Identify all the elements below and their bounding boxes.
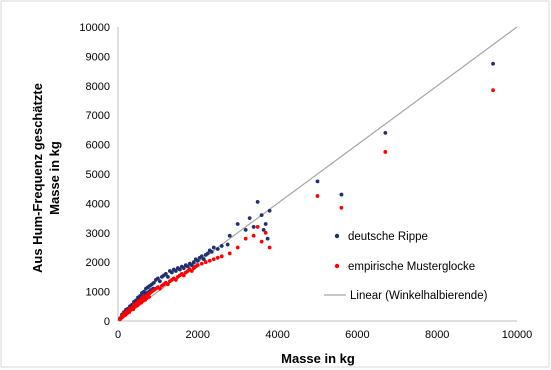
- data-point-empirische-musterglocke: [259, 239, 264, 244]
- data-point-empirische-musterglocke: [383, 150, 388, 154]
- data-point-deutsche-rippe: [259, 213, 264, 218]
- data-point-deutsche-rippe: [163, 272, 168, 276]
- data-point-deutsche-rippe: [177, 267, 182, 272]
- data-point-deutsche-rippe: [227, 233, 232, 238]
- data-point-deutsche-rippe: [225, 242, 230, 247]
- data-point-empirische-musterglocke: [267, 245, 272, 250]
- data-point-empirische-musterglocke: [203, 260, 208, 265]
- data-point-deutsche-rippe: [383, 130, 388, 135]
- data-point-empirische-musterglocke: [157, 286, 162, 291]
- data-point-empirische-musterglocke: [189, 269, 194, 273]
- data-point-empirische-musterglocke: [227, 251, 232, 256]
- data-point-deutsche-rippe: [219, 244, 224, 248]
- legend-label-deutsche-rippe: deutsche Rippe: [348, 231, 428, 243]
- y-tick-label: 7000: [86, 110, 110, 122]
- y-tick-label: 3000: [86, 228, 110, 240]
- data-point-empirische-musterglocke: [263, 230, 268, 235]
- data-point-deutsche-rippe: [263, 222, 268, 226]
- y-tick-label: 5000: [86, 169, 110, 181]
- x-tick-label: 8000: [425, 329, 449, 341]
- data-point-deutsche-rippe: [251, 225, 256, 229]
- data-point-deutsche-rippe: [152, 280, 156, 285]
- axes: [117, 27, 517, 322]
- y-tick-label: 0: [104, 316, 110, 328]
- data-point-empirische-musterglocke: [235, 245, 240, 250]
- data-point-empirische-musterglocke: [243, 236, 248, 241]
- data-point-deutsche-rippe: [211, 245, 216, 250]
- data-point-empirische-musterglocke: [215, 255, 220, 260]
- data-point-deutsche-rippe: [205, 251, 210, 256]
- y-tick-label: 8000: [86, 81, 110, 93]
- data-point-deutsche-rippe: [215, 247, 220, 251]
- data-point-deutsche-rippe: [491, 61, 495, 66]
- y-tick-label: 9000: [86, 51, 110, 63]
- legend-label-linear: Linear (Winkelhalbierende): [350, 290, 488, 302]
- data-point-deutsche-rippe: [255, 200, 260, 204]
- data-point-deutsche-rippe: [195, 258, 200, 263]
- data-point-deutsche-rippe: [201, 257, 206, 262]
- y-axis-title-line-2: Masse in kg: [47, 141, 62, 215]
- legend-marker-deutsche-rippe: [334, 233, 340, 239]
- x-tick-label: 2000: [186, 329, 210, 341]
- data-point-deutsche-rippe: [191, 260, 196, 265]
- y-tick-label: 4000: [86, 198, 110, 210]
- data-point-deutsche-rippe: [265, 236, 270, 241]
- legend-marker-empirische-musterglocke: [334, 263, 340, 269]
- data-point-deutsche-rippe: [169, 270, 174, 275]
- y-tick-label: 1000: [86, 287, 110, 299]
- x-tick-labels: 0 2000 4000 6000 8000 10000: [115, 329, 532, 341]
- data-point-deutsche-rippe: [235, 222, 240, 226]
- data-point-empirische-musterglocke: [339, 205, 344, 210]
- data-point-empirische-musterglocke: [207, 258, 212, 263]
- y-tick-label: 10000: [79, 22, 110, 34]
- data-points: [118, 61, 495, 322]
- data-point-deutsche-rippe: [261, 227, 266, 232]
- data-point-deutsche-rippe: [247, 216, 252, 221]
- data-point-deutsche-rippe: [185, 264, 190, 269]
- y-axis-title-line-1: Aus Hum-Frequenz geschätzte: [30, 83, 45, 273]
- data-point-deutsche-rippe: [209, 250, 214, 254]
- y-tick-labels: 0 1000 2000 3000 4000 5000 6000 7000 8000 9000 100…: [79, 22, 110, 328]
- data-point-deutsche-rippe: [142, 289, 146, 294]
- data-point-empirische-musterglocke: [147, 294, 152, 299]
- data-point-deutsche-rippe: [157, 279, 162, 284]
- y-tick-label: 6000: [86, 140, 110, 152]
- x-tick-label: 10000: [502, 329, 533, 341]
- data-point-empirische-musterglocke: [199, 261, 204, 266]
- data-point-empirische-musterglocke: [219, 254, 224, 259]
- data-point-deutsche-rippe: [243, 227, 248, 232]
- x-tick-label: 6000: [345, 329, 369, 341]
- data-point-deutsche-rippe: [189, 263, 194, 268]
- data-point-deutsche-rippe: [156, 276, 160, 281]
- x-tick-label: 4000: [265, 329, 289, 341]
- data-point-empirische-musterglocke: [165, 282, 170, 287]
- data-point-deutsche-rippe: [165, 275, 170, 279]
- data-point-deutsche-rippe: [267, 208, 272, 213]
- data-point-empirische-musterglocke: [195, 263, 200, 268]
- y-tick-label: 2000: [86, 257, 110, 269]
- data-point-empirische-musterglocke: [173, 277, 178, 282]
- data-point-deutsche-rippe: [173, 269, 178, 273]
- data-point-empirische-musterglocke: [211, 257, 216, 262]
- data-point-empirische-musterglocke: [181, 273, 186, 278]
- data-point-deutsche-rippe: [315, 179, 320, 184]
- legend: deutsche Rippe empirische Musterglocke L…: [324, 231, 488, 302]
- data-point-empirische-musterglocke: [251, 233, 256, 238]
- data-point-deutsche-rippe: [339, 192, 344, 197]
- data-point-deutsche-rippe: [199, 254, 204, 259]
- legend-label-empirische-musterglocke: empirische Musterglocke: [348, 261, 475, 273]
- x-tick-label: 0: [115, 329, 121, 341]
- data-point-deutsche-rippe: [181, 266, 186, 270]
- data-point-empirische-musterglocke: [315, 194, 320, 198]
- data-point-empirische-musterglocke: [255, 225, 260, 229]
- x-axis-title: Masse in kg: [281, 351, 355, 366]
- data-point-empirische-musterglocke: [491, 88, 495, 93]
